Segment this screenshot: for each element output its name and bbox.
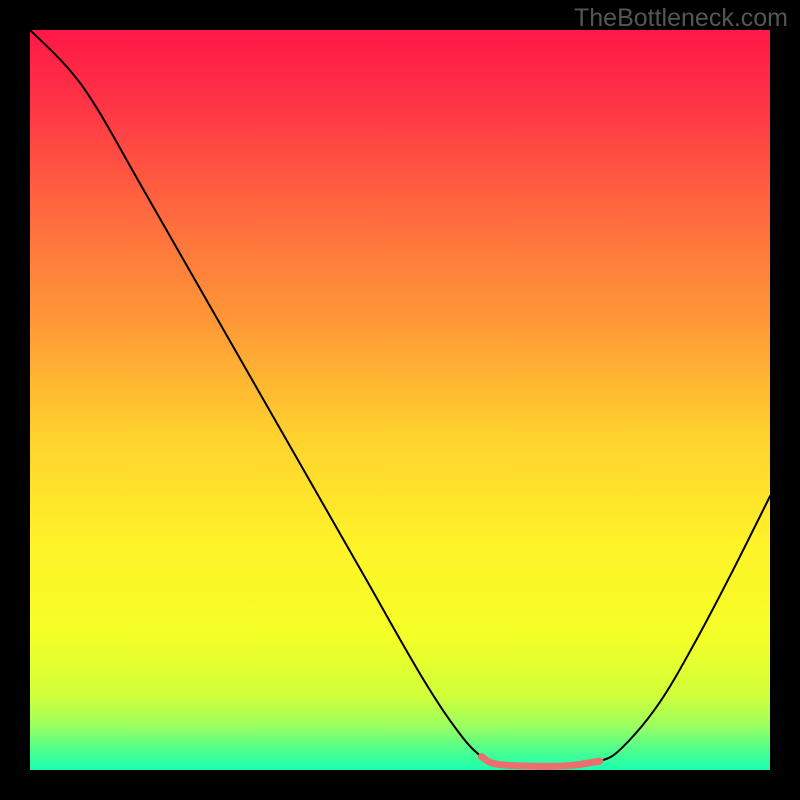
- plot-area: [30, 30, 770, 770]
- gradient-background: [30, 30, 770, 770]
- plot-svg: [30, 30, 770, 770]
- chart-container: TheBottleneck.com: [0, 0, 800, 800]
- watermark-text: TheBottleneck.com: [574, 4, 788, 33]
